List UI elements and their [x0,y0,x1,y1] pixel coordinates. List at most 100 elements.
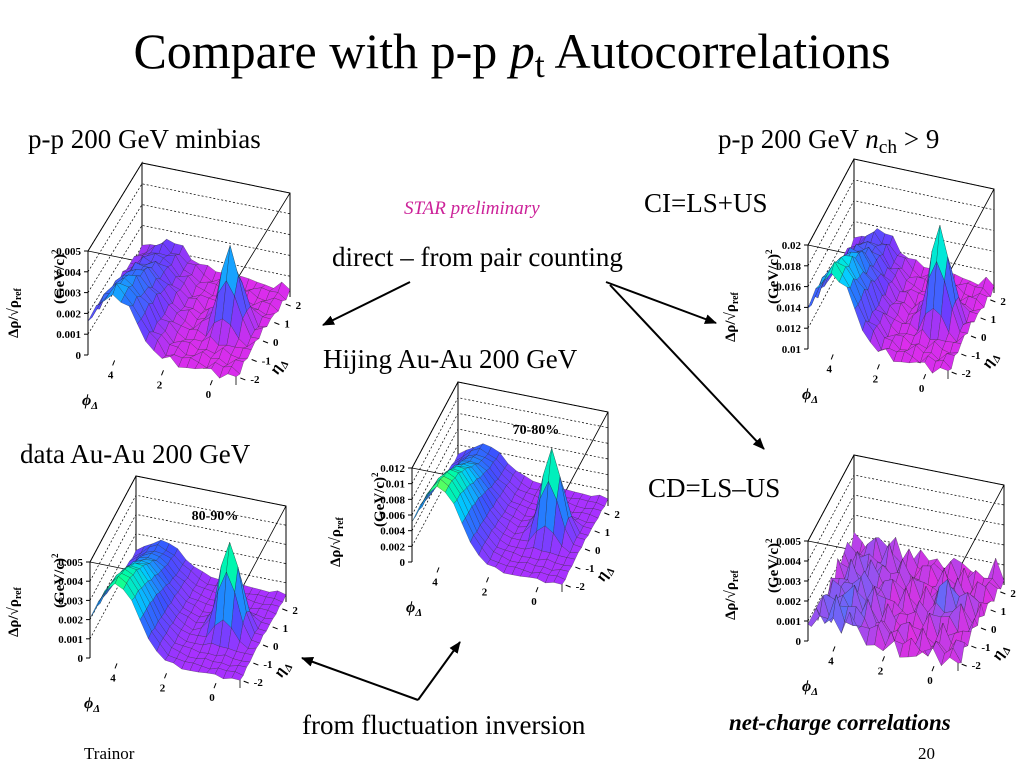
top-edge-right [561,411,609,499]
z-tick-label: 0.012 [380,463,405,475]
z-tick-label: 0 [400,557,406,569]
eta-tick-mark [240,377,246,381]
y-unit-label: (GeV/c)2 [50,553,68,608]
eta-tick-label: -1 [262,355,271,367]
eta-tick-label: 1 [1001,606,1007,618]
fluctuation-inversion-label: from fluctuation inversion [302,710,586,740]
phi-tick-mark [832,646,836,652]
eta-tick-mark [253,662,259,666]
phi-tick-mark [161,370,164,376]
z-tick-label: 0.002 [776,596,801,608]
surface-plot-pp-nch9: 0.010.0120.0140.0160.0180.02420210-1-2ϕΔ… [723,158,1006,406]
gridline [807,494,1005,582]
eta-tick-label: 1 [284,319,290,331]
top-edge-right [239,505,287,593]
eta-tick-label: -1 [981,642,990,654]
gridline [807,474,1005,562]
centrality-label: 70-80% [513,423,560,438]
eta-tick-mark [990,609,996,613]
surface-plot-pp-minbias: 00.0010.0020.0030.0040.005420210-1-2ϕΔηΔ… [6,161,302,412]
z-tick-label: 0.012 [776,323,801,335]
z-tick-label: 0.01 [386,479,405,491]
eta-tick-mark [243,680,249,684]
z-tick-label: 0.003 [56,288,81,300]
z-tick-label: 0.003 [58,595,83,607]
surface-mesh [89,539,287,681]
hijing-label: Hijing Au-Au 200 GeV [323,344,578,374]
eta-tick-mark [594,530,600,534]
eta-tick-mark [575,566,581,570]
eta-tick-mark [970,335,977,339]
gridline [89,494,287,582]
eta-tick-label: 1 [991,314,997,326]
gridline [411,444,609,531]
eta-tick-label: -2 [576,581,586,593]
surface-mesh [807,531,1005,667]
phi-tick-label: 0 [209,692,215,704]
eta-tick-label: 0 [595,545,601,557]
phi-tick-label: 4 [110,672,116,684]
y-unit-label: (GeV/c)2 [764,249,782,304]
gridline [807,158,995,246]
phi-tick-mark [876,364,880,370]
phi-tick-label: 4 [108,369,114,381]
eta-axis-label: ηΔ [979,349,1004,372]
eta-tick-mark [980,627,987,631]
eta-tick-mark [1000,591,1006,595]
eta-tick-label: 1 [605,527,611,539]
ci-label: CI=LS+US [644,188,768,218]
surface-cell [89,597,102,619]
top-edge-right [235,192,291,282]
z-tick-label: 0 [78,653,84,665]
eta-tick-label: 0 [273,337,279,349]
surface-mesh [807,225,995,374]
cd-label: CD=LS–US [648,473,781,503]
y-unit-label: (GeV/c)2 [50,249,68,304]
gridline [411,428,609,516]
z-tick-label: 0.005 [58,557,83,569]
phi-tick-label: 4 [432,576,438,588]
phi-tick-label: 4 [828,655,834,667]
phi-tick-mark [114,663,118,669]
z-tick-label: 0.005 [56,246,81,258]
z-tick-label: 0.001 [58,634,83,646]
eta-tick-label: 2 [614,509,620,521]
phi-tick-label: 0 [919,383,925,395]
phi-tick-mark [112,360,116,366]
footer-author: Trainor [84,744,135,763]
phi-tick-mark [164,673,167,679]
eta-tick-label: -2 [250,374,260,386]
surface-cell [553,575,566,585]
page-number: 20 [918,744,935,763]
phi-tick-label: 0 [927,675,933,687]
phi-tick-label: 0 [206,389,212,401]
gridline [807,454,1005,542]
eta-tick-label: -2 [972,660,982,672]
eta-axis-label: ηΔ [593,562,618,585]
back-wall-right [141,162,291,297]
surface-cell [227,366,241,377]
z-tick-label: 0.002 [58,615,83,627]
eta-tick-mark [961,353,967,357]
phi-tick-label: 2 [160,682,166,694]
eta-tick-label: -1 [971,350,980,362]
eta-tick-mark [584,548,591,552]
eta-tick-label: 0 [991,624,997,636]
back-wall-right [853,454,1005,585]
net-charge-label: net-charge correlations [729,710,951,735]
eta-tick-mark [961,663,967,667]
eta-tick-mark [262,340,269,344]
gridline [411,381,609,469]
eta-tick-label: 2 [1010,588,1016,600]
z-tick-label: 0.02 [782,240,802,252]
phi-tick-label: 0 [531,596,537,608]
phi-tick-mark [882,656,885,662]
gridline [807,179,995,266]
z-tick-label: 0.008 [380,494,405,506]
arrow-direct-to-ci [605,281,717,324]
z-tick-label: 0.003 [776,576,801,588]
surface-cell [87,303,101,322]
z-tick-label: 0.001 [56,329,81,341]
eta-tick-mark [990,299,996,303]
z-tick-label: 0.018 [776,261,801,273]
